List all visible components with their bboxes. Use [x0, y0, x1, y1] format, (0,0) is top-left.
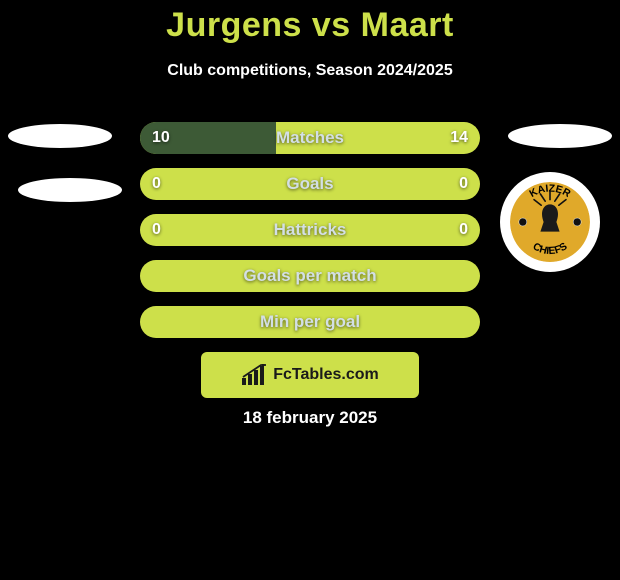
stat-bar: Goals0 0: [140, 168, 480, 200]
stat-label: Min per goal: [140, 306, 480, 338]
stat-label: Goals: [140, 168, 480, 200]
subtitle: Club competitions, Season 2024/2025: [0, 62, 620, 80]
page-title: Jurgens vs Maart: [0, 6, 620, 45]
stat-value-left: 10: [140, 122, 182, 154]
comparison-card: Jurgens vs Maart Club competitions, Seas…: [0, 0, 620, 580]
stat-value-left: 0: [140, 214, 173, 246]
club-badge: KAIZER CHIEFS: [500, 172, 600, 272]
stat-value-left: 0: [140, 168, 173, 200]
badge-ball-left: [519, 218, 527, 226]
stat-bars: Matches1014Goals00Hattricks00Goals per m…: [140, 122, 480, 352]
club-badge-core: KAIZER CHIEFS: [510, 182, 590, 262]
stat-bar: Min per goal: [140, 306, 480, 338]
stat-value-right: 0: [447, 168, 480, 200]
stat-value-right: 14: [438, 122, 480, 154]
brand-card: FcTables.com: [201, 352, 419, 398]
brand-text: FcTables.com: [273, 366, 379, 384]
date-label: 18 february 2025: [0, 408, 620, 428]
player-right-shape-1: [508, 124, 612, 148]
player-left-shape-2: [18, 178, 122, 202]
badge-ball-right: [573, 218, 581, 226]
stat-label: Matches: [140, 122, 480, 154]
player-left-shape-1: [8, 124, 112, 148]
stat-bar: Hattricks0 0: [140, 214, 480, 246]
stat-bar: Goals per match: [140, 260, 480, 292]
stat-value-right: 0: [447, 214, 480, 246]
club-badge-svg: KAIZER CHIEFS: [510, 182, 590, 262]
bar-chart-icon: [241, 364, 267, 386]
stat-label: Goals per match: [140, 260, 480, 292]
stat-label: Hattricks: [140, 214, 480, 246]
stat-bar: Matches10 14: [140, 122, 480, 154]
